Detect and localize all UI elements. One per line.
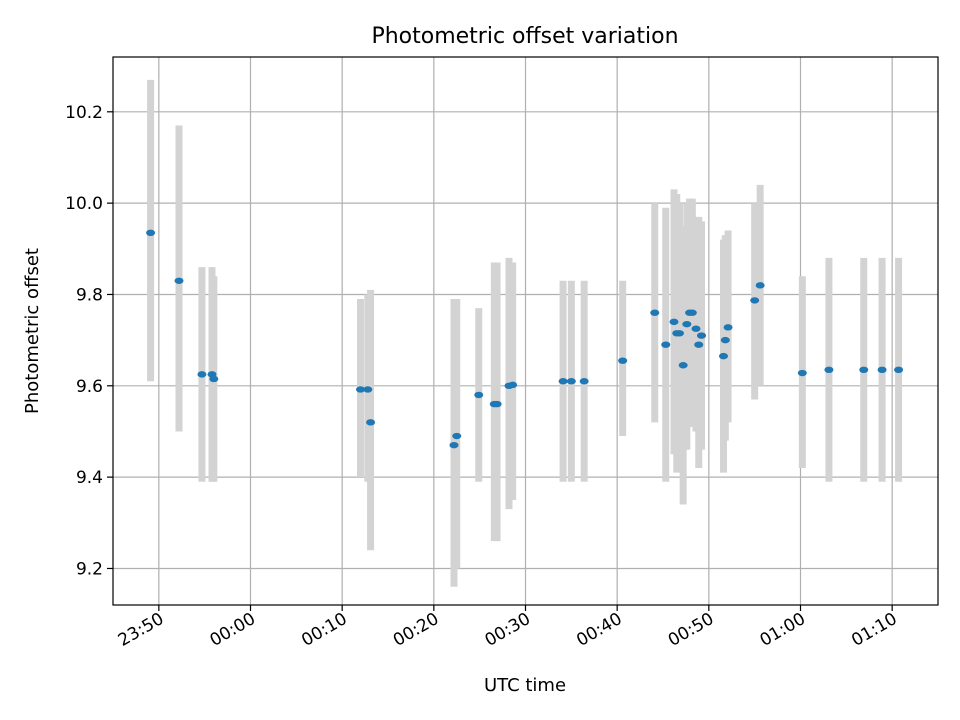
data-point (669, 318, 679, 326)
data-point (687, 309, 697, 316)
data-point (356, 386, 365, 393)
data-point (755, 282, 765, 289)
data-point (174, 277, 184, 284)
y-axis-ticks: 9.2 9.4 9.6 9.8 10.0 10.2 (65, 103, 113, 579)
grid-lines (113, 57, 938, 605)
y-tick-label: 10.2 (65, 103, 103, 123)
data-point (566, 378, 576, 385)
y-tick-label: 9.8 (76, 285, 103, 305)
data-point (894, 366, 904, 374)
data-point (474, 391, 484, 399)
data-point (694, 341, 704, 348)
data-point (824, 366, 834, 374)
data-point (492, 400, 502, 408)
data-point (650, 309, 660, 316)
y-tick-label: 10.0 (65, 194, 103, 214)
y-tick-label: 9.6 (76, 377, 103, 397)
data-point (723, 324, 733, 331)
data-point (859, 366, 869, 374)
data-point (661, 341, 671, 348)
chart-title: Photometric offset variation (371, 24, 678, 49)
x-axis-title: UTC time (484, 675, 566, 696)
data-point (558, 378, 568, 385)
data-point (797, 369, 807, 377)
data-points (146, 229, 904, 449)
data-point (697, 332, 706, 339)
data-point (449, 441, 459, 449)
data-point (691, 325, 701, 332)
data-point (682, 320, 692, 328)
data-point (363, 386, 373, 393)
y-tick-label: 9.2 (76, 559, 103, 579)
data-point (750, 297, 760, 304)
y-tick-label: 9.4 (76, 468, 103, 488)
data-point (678, 362, 688, 369)
data-point (675, 330, 684, 337)
data-point (877, 366, 887, 374)
y-axis-title: Photometric offset (22, 248, 43, 414)
data-point (719, 352, 728, 360)
data-point (197, 371, 207, 378)
data-point (209, 375, 219, 383)
data-point (366, 419, 376, 426)
data-point (579, 378, 589, 385)
data-point (508, 381, 518, 389)
data-point (146, 229, 156, 237)
data-point (618, 357, 628, 364)
data-point (452, 432, 462, 440)
data-point (720, 336, 730, 344)
